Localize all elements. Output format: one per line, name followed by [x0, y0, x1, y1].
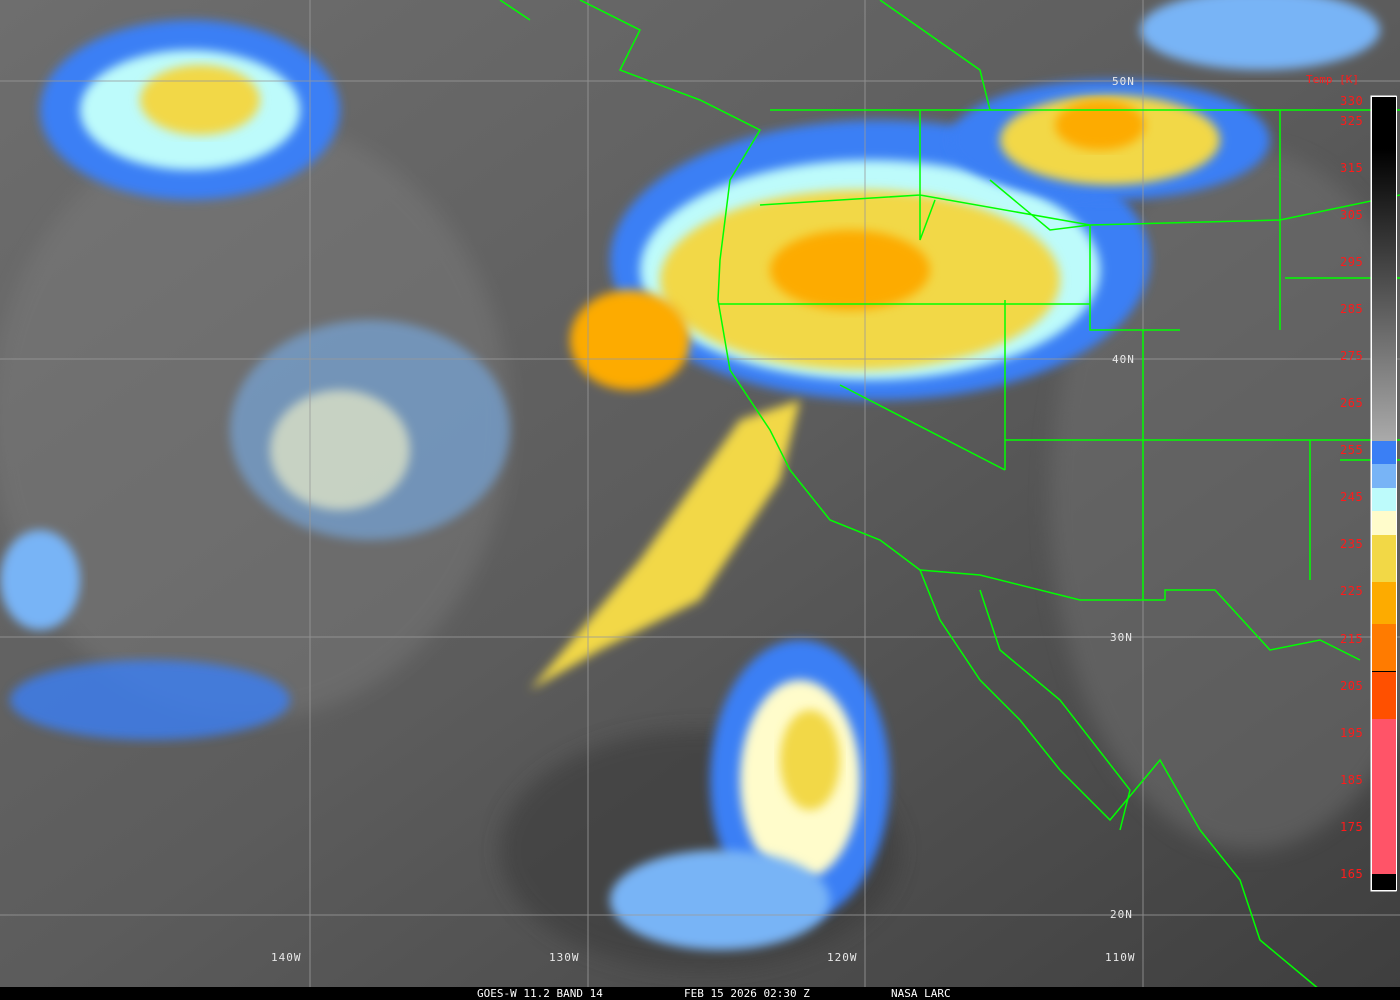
colorbar-step: [1372, 534, 1396, 583]
colorbar-tick-label: 330: [1340, 94, 1364, 108]
colorbar-step: [1372, 511, 1396, 535]
lat-label-50n: 50N: [1112, 75, 1135, 88]
political-borders: [499, 0, 1400, 991]
lon-label-130w: 130W: [549, 951, 580, 964]
colorbar-tick-label: 305: [1340, 207, 1364, 222]
colorbar-title: Temp [K]: [1306, 73, 1359, 86]
colorbar-tick-label: 165: [1340, 867, 1364, 881]
colorbar-tick-label: 285: [1340, 301, 1364, 316]
lon-label-110w: 110W: [1105, 951, 1136, 964]
colorbar-tick-label: 325: [1340, 113, 1364, 128]
lat-label-40n: 40N: [1112, 353, 1135, 366]
lat-label-30n: 30N: [1110, 631, 1133, 644]
colorbar-tick-label: 295: [1340, 254, 1364, 269]
lat-label-20n: 20N: [1110, 908, 1133, 921]
colorbar-step: [1372, 464, 1396, 488]
colorbar-step: [1372, 624, 1396, 672]
colorbar-tick-label: 215: [1340, 631, 1364, 646]
colorbar-step: [1372, 671, 1396, 719]
colorbar-tick-label: 315: [1340, 160, 1364, 175]
colorbar-tick-label: 175: [1340, 819, 1364, 834]
colorbar-step: [1372, 487, 1396, 512]
colorbar-step: [1372, 97, 1396, 441]
caption-bar: GOES-W 11.2 BAND 14 FEB 15 2026 02:30 Z …: [0, 987, 1400, 1000]
colorbar-tick-label: 245: [1340, 490, 1364, 505]
colorbar-tick-label: 255: [1340, 443, 1364, 458]
colorbar: [1371, 96, 1397, 891]
colorbar-step: [1372, 440, 1396, 465]
caption-datetime: FEB 15 2026 02:30 Z: [684, 987, 810, 1000]
colorbar-step: [1372, 582, 1396, 625]
cloud-features: [0, 0, 1380, 950]
colorbar-step: [1372, 718, 1396, 874]
colorbar-tick-label: 225: [1340, 584, 1364, 599]
colorbar-tick-label: 195: [1340, 725, 1364, 740]
colorbar-tick-label: 265: [1340, 396, 1364, 411]
colorbar-tick-label: 205: [1340, 678, 1364, 693]
colorbar-tick-label: 235: [1340, 537, 1364, 552]
caption-satellite: GOES-W 11.2 BAND 14: [477, 987, 603, 1000]
colorbar-tick-label: 275: [1340, 349, 1364, 363]
lon-label-120w: 120W: [827, 951, 858, 964]
lon-label-140w: 140W: [271, 951, 302, 964]
caption-credit: NASA LARC: [891, 987, 951, 1000]
colorbar-tick-label: 185: [1340, 772, 1364, 787]
